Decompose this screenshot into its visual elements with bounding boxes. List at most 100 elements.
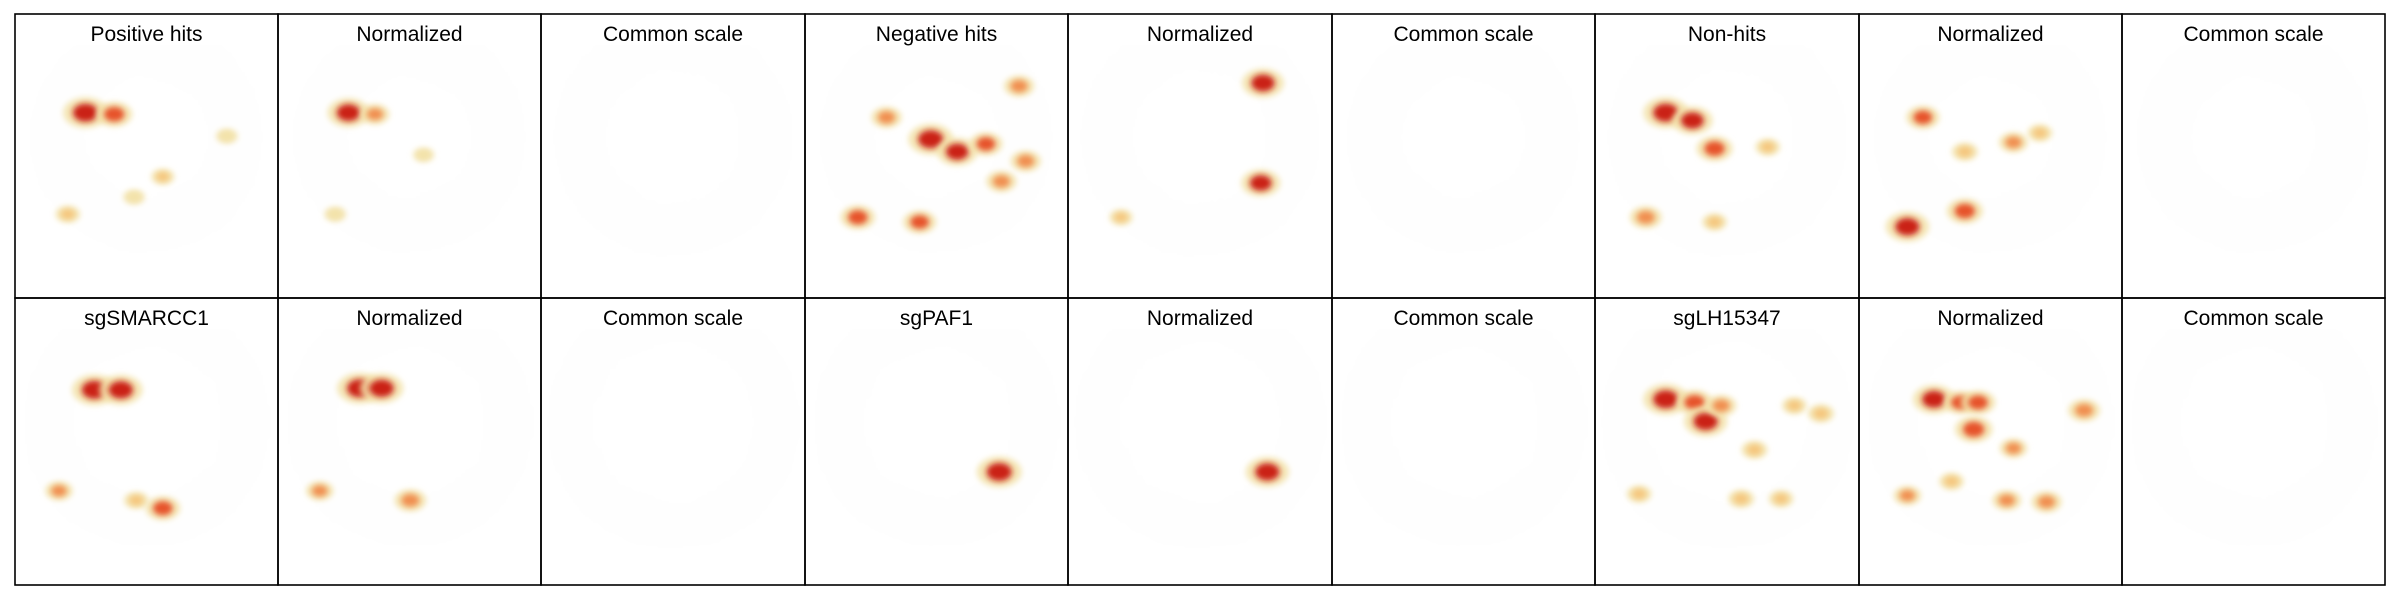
panel-title: Normalized	[356, 307, 462, 330]
density-hotspot	[1963, 421, 1985, 437]
panel-title: Common scale	[2183, 23, 2323, 46]
density-hotspot	[1733, 493, 1749, 505]
panel: sgSMARCC1	[14, 297, 279, 586]
panel-title: Normalized	[1937, 307, 2043, 330]
density-hotspot	[1913, 110, 1933, 125]
panel: Normalized	[277, 297, 542, 586]
panel-title: sgPAF1	[900, 307, 973, 330]
density-hotspot	[104, 106, 125, 122]
density-hotspot	[369, 379, 394, 398]
density-hotspot	[401, 493, 420, 507]
density-hotspot	[1653, 103, 1679, 122]
density-hotspot	[366, 108, 384, 121]
panel: Common scale	[2121, 297, 2386, 586]
density-hotspot	[417, 150, 430, 160]
panel: sgPAF1	[804, 297, 1069, 586]
panel: Normalized	[1858, 297, 2123, 586]
density-hotspot	[1680, 112, 1704, 129]
panel: Common scale	[540, 297, 806, 586]
density-hotspot	[329, 209, 342, 219]
panel: Negative hits	[804, 13, 1069, 299]
embedding-silhouette	[2156, 363, 2356, 531]
density-hotspot	[156, 172, 170, 182]
panel-title: Normalized	[1937, 23, 2043, 46]
panel-title: Common scale	[603, 307, 743, 330]
panel-title: Normalized	[356, 23, 462, 46]
density-hotspot	[1957, 146, 1973, 158]
density-hotspot	[129, 495, 144, 506]
panel-title: Common scale	[2183, 307, 2323, 330]
panel: Common scale	[2121, 13, 2386, 299]
panel-title: Normalized	[1147, 307, 1253, 330]
panel-title: Non-hits	[1688, 23, 1766, 46]
density-hotspot	[312, 485, 328, 497]
density-hotspot	[1774, 493, 1788, 504]
density-hotspot	[992, 175, 1010, 188]
panel-title: Normalized	[1147, 23, 1253, 46]
density-hotspot	[1693, 412, 1718, 431]
density-hotspot	[1636, 210, 1655, 224]
panel: Normalized	[1858, 13, 2123, 299]
density-hotspot	[986, 462, 1012, 482]
embedding-silhouette	[2156, 78, 2356, 244]
density-hotspot	[1704, 141, 1725, 156]
density-hotspot	[918, 130, 944, 149]
panel-title: Negative hits	[876, 23, 997, 46]
density-hotspot	[2005, 442, 2022, 454]
embedding-silhouette	[575, 78, 776, 244]
density-hotspot	[72, 103, 99, 122]
density-hotspot	[1954, 203, 1976, 219]
density-hotspot	[1813, 408, 1829, 419]
panel: Non-hits	[1594, 13, 1860, 299]
density-hotspot	[1895, 217, 1920, 236]
density-hotspot	[1899, 490, 1916, 502]
density-hotspot	[1707, 217, 1722, 228]
density-hotspot	[1922, 390, 1946, 408]
density-hotspot	[220, 131, 233, 141]
density-hotspot	[127, 192, 141, 202]
embedding-silhouette	[575, 363, 776, 531]
panel-title: Common scale	[603, 23, 743, 46]
density-hotspot	[1712, 399, 1730, 412]
embedding-silhouette	[1366, 363, 1566, 531]
panel: Normalized	[1067, 13, 1333, 299]
density-hotspot	[2038, 495, 2056, 509]
density-hotspot	[910, 215, 930, 229]
density-hotspot	[51, 485, 67, 497]
panel-title: sgLH15347	[1673, 307, 1780, 330]
density-hotspot	[1017, 154, 1035, 168]
density-halo	[839, 363, 1039, 531]
density-hotspot	[336, 104, 361, 122]
density-hotspot	[848, 210, 868, 225]
density-hotspot	[1632, 489, 1647, 500]
density-hotspot	[1787, 400, 1802, 411]
density-hotspot	[1968, 395, 1988, 410]
density-hotspot	[108, 381, 134, 399]
panel: Common scale	[1331, 297, 1596, 586]
density-hotspot	[2075, 403, 2094, 417]
panel-title: sgSMARCC1	[84, 307, 209, 330]
density-hotspot	[2033, 127, 2047, 139]
density-hotspot	[1760, 142, 1775, 153]
density-hotspot	[1998, 494, 2015, 507]
density-hotspot	[976, 137, 996, 151]
density-hotspot	[1251, 74, 1275, 92]
panel: Common scale	[540, 13, 806, 299]
density-hotspot	[1747, 444, 1762, 456]
density-hotspot	[945, 143, 969, 160]
panel-title: Common scale	[1393, 307, 1533, 330]
density-hotspot	[1684, 395, 1705, 410]
density-hotspot	[153, 501, 173, 516]
density-hotspot	[1653, 390, 1679, 409]
panel: Positive hits	[14, 13, 279, 299]
density-hotspot	[2005, 136, 2022, 149]
panel: Normalized	[1067, 297, 1333, 586]
panel-title: Positive hits	[90, 23, 202, 46]
density-hotspot	[1010, 79, 1028, 93]
density-halo	[1102, 363, 1303, 531]
density-hotspot	[60, 209, 75, 220]
density-hotspot	[877, 111, 896, 124]
panel-title: Common scale	[1393, 23, 1533, 46]
density-hotspot	[1114, 212, 1128, 223]
